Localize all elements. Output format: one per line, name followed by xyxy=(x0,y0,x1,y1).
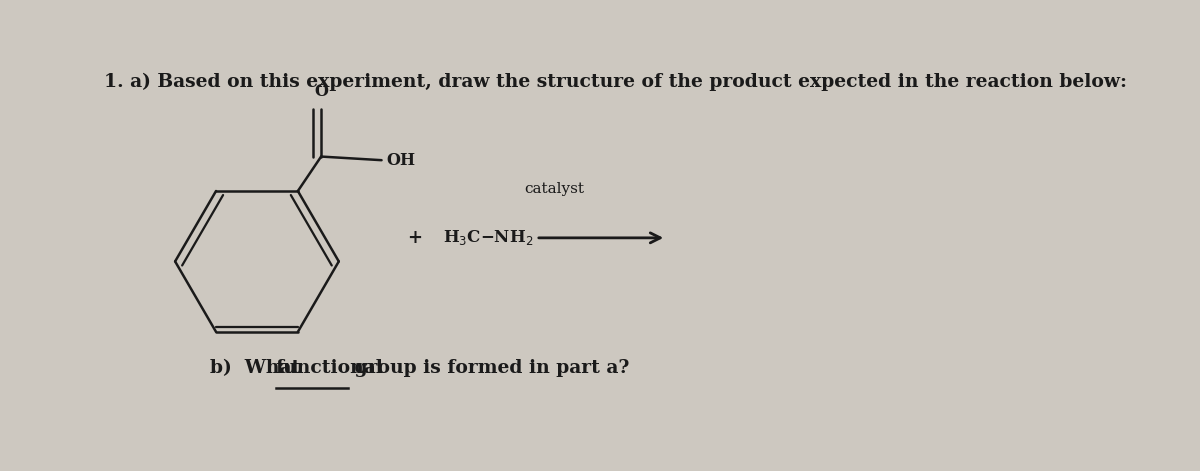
Text: 1. a) Based on this experiment, draw the structure of the product expected in th: 1. a) Based on this experiment, draw the… xyxy=(103,73,1127,91)
Text: OH: OH xyxy=(386,152,415,169)
Text: functional: functional xyxy=(276,359,384,377)
Text: group is formed in part a?: group is formed in part a? xyxy=(348,359,630,377)
Text: b)  What: b) What xyxy=(210,359,307,377)
Text: catalyst: catalyst xyxy=(524,182,584,196)
Text: +: + xyxy=(408,229,422,247)
Text: O: O xyxy=(314,83,328,100)
Text: H$_3$C$\mathbf{-}$NH$_2$: H$_3$C$\mathbf{-}$NH$_2$ xyxy=(443,228,533,247)
